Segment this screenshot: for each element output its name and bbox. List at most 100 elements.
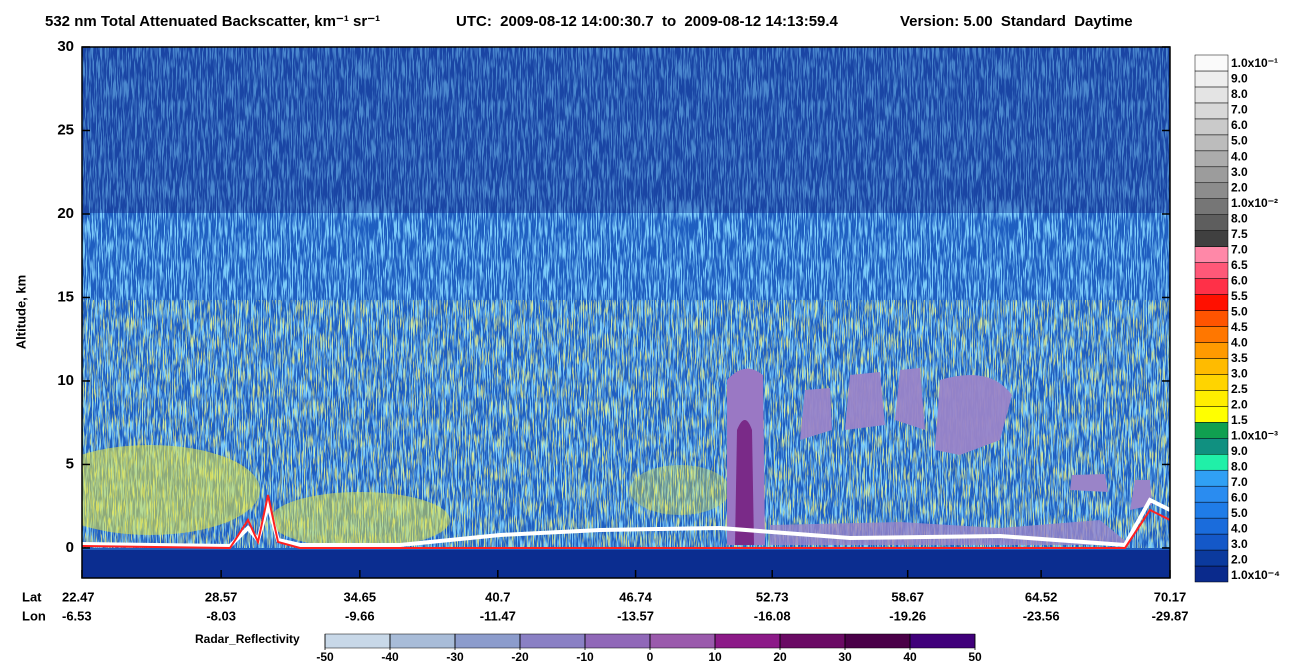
colorbar-swatch (1194, 310, 1229, 327)
colorbar-swatch (1194, 102, 1229, 120)
colorbar-label: 9.0 (1231, 444, 1248, 458)
colorbar-swatch (1194, 390, 1229, 407)
radar-colorbar-swatch (324, 633, 391, 649)
radar-tick-label: 40 (903, 650, 917, 664)
y-tick-label: 30 (57, 38, 74, 55)
colorbar-label: 5.0 (1231, 506, 1248, 520)
colorbar-label: 4.0 (1231, 335, 1248, 349)
chart-title: 532 nm Total Attenuated Backscatter, km⁻… (45, 13, 380, 30)
colorbar-swatch (1194, 565, 1229, 583)
lon-label: -23.56 (1023, 608, 1060, 623)
radar-colorbar-swatch (454, 633, 521, 649)
colorbar-label: 7.0 (1231, 475, 1248, 489)
y-tick-label: 10 (57, 372, 74, 389)
radar-colorbar-swatch (909, 633, 976, 649)
colorbar-label: 6.0 (1231, 118, 1248, 132)
radar-tick-label: -40 (381, 650, 399, 664)
colorbar-label: 5.5 (1231, 289, 1248, 303)
lat-label: 64.52 (1025, 589, 1058, 604)
lon-label: -29.87 (1152, 608, 1189, 623)
colorbar-swatch (1194, 294, 1229, 311)
lon-label: -8.03 (206, 608, 236, 623)
lon-label: -6.53 (62, 608, 92, 623)
colorbar-label: 1.5 (1231, 413, 1248, 427)
y-tick-label: 0 (66, 539, 74, 556)
lon-label: -19.26 (889, 608, 926, 623)
colorbar-label: 2.0 (1231, 553, 1248, 567)
radar-colorbar-swatch (779, 633, 846, 649)
colorbar-swatch (1194, 166, 1229, 184)
lon-label: -16.08 (754, 608, 791, 623)
colorbar-label: 2.0 (1231, 398, 1248, 412)
colorbar-label: 1.0x10⁻¹ (1231, 56, 1278, 70)
colorbar-label: 4.5 (1231, 320, 1248, 334)
colorbar-swatch (1194, 453, 1229, 471)
colorbar-swatch (1194, 134, 1229, 152)
colorbar-label: 7.5 (1231, 227, 1248, 241)
colorbar-label: 5.0 (1231, 134, 1248, 148)
plot-frame (81, 46, 1171, 579)
lat-label: 22.47 (62, 589, 95, 604)
colorbar-swatch (1194, 485, 1229, 503)
colorbar-swatch (1194, 278, 1229, 295)
colorbar-label: 3.0 (1231, 537, 1248, 551)
colorbar-swatch (1194, 533, 1229, 551)
colorbar-swatch (1194, 118, 1229, 136)
lat-label: 52.73 (756, 589, 789, 604)
radar-tick-label: 20 (773, 650, 787, 664)
lat-label: 46.74 (619, 589, 652, 604)
lat-label: 58.67 (891, 589, 924, 604)
colorbar-label: 4.0 (1231, 149, 1248, 163)
colorbar-swatch (1194, 230, 1229, 247)
radar-tick-label: -30 (446, 650, 464, 664)
radar-colorbar-swatch (714, 633, 781, 649)
colorbar-label: 8.0 (1231, 211, 1248, 225)
y-tick-label: 25 (57, 121, 74, 138)
colorbar-label: 5.0 (1231, 304, 1248, 318)
version: Version: 5.00 Standard Daytime (900, 13, 1133, 30)
radar-tick-label: -10 (576, 650, 594, 664)
colorbar-label: 6.5 (1231, 258, 1248, 272)
radar-tick-label: -20 (511, 650, 529, 664)
colorbar-swatch (1194, 501, 1229, 519)
utc-range: UTC: 2009-08-12 14:00:30.7 to 2009-08-12… (456, 13, 839, 30)
y-tick-label: 20 (57, 205, 74, 222)
lat-label: 34.65 (344, 589, 377, 604)
colorbar-label: 8.0 (1231, 87, 1248, 101)
radar-colorbar-label: Radar_Reflectivity (195, 632, 300, 646)
y-tick-label: 5 (66, 455, 74, 472)
radar-colorbar-swatch (584, 633, 651, 649)
colorbar-swatch (1194, 358, 1229, 375)
radar-colorbar-swatch (649, 633, 716, 649)
colorbar-label: 6.0 (1231, 491, 1248, 505)
lon-label: -11.47 (480, 608, 516, 623)
backscatter-image (82, 47, 1170, 578)
y-tick-label: 15 (57, 288, 74, 305)
colorbar-label: 7.0 (1231, 103, 1248, 117)
colorbar-swatch (1194, 262, 1229, 279)
colorbar-swatch (1194, 422, 1229, 439)
radar-tick-label: -50 (316, 650, 334, 664)
colorbar-label: 3.0 (1231, 165, 1248, 179)
colorbar-label: 7.0 (1231, 242, 1248, 256)
colorbar-swatch (1194, 198, 1229, 215)
colorbar-label: 8.0 (1231, 460, 1248, 474)
lon-label: -9.66 (345, 608, 375, 623)
x-row-label: Lat (22, 589, 42, 604)
radar-tick-label: 50 (968, 650, 982, 664)
colorbar-swatch (1194, 326, 1229, 343)
y-axis-label: Altitude, km (13, 275, 28, 349)
colorbar-swatch (1194, 406, 1229, 423)
colorbar-label: 3.0 (1231, 366, 1248, 380)
lat-label: 28.57 (205, 589, 238, 604)
colorbar-swatch (1194, 549, 1229, 567)
colorbar-swatch (1194, 54, 1229, 72)
radar-tick-label: 30 (838, 650, 852, 664)
colorbar-label: 2.0 (1231, 180, 1248, 194)
colorbar-label: 1.0x10⁻⁴ (1231, 568, 1280, 582)
lat-label: 40.7 (485, 589, 510, 604)
colorbar-label: 9.0 (1231, 72, 1248, 86)
colorbar-label: 1.0x10⁻² (1231, 196, 1278, 210)
